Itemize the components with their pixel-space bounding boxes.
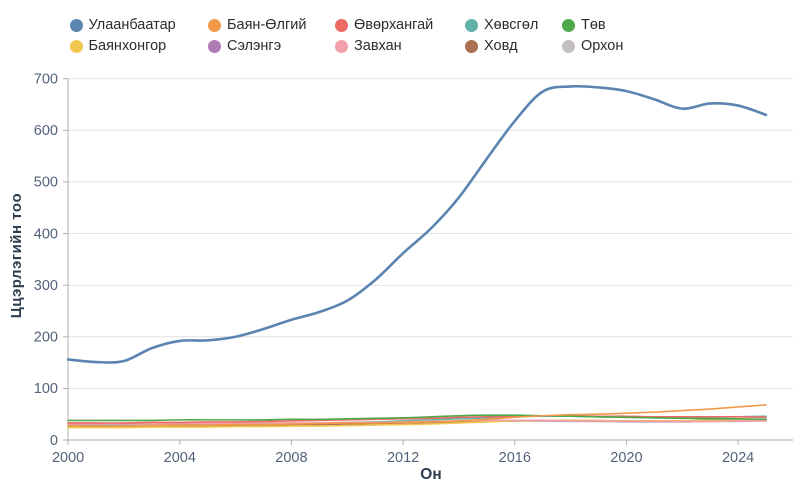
- svg-text:600: 600: [34, 123, 58, 139]
- svg-text:2024: 2024: [722, 450, 754, 466]
- svg-text:0: 0: [50, 433, 58, 449]
- svg-text:2008: 2008: [275, 450, 307, 466]
- svg-text:2000: 2000: [52, 450, 84, 466]
- svg-text:2004: 2004: [164, 450, 196, 466]
- svg-text:700: 700: [34, 72, 58, 88]
- svg-text:2016: 2016: [499, 450, 531, 466]
- svg-text:2012: 2012: [387, 450, 419, 466]
- svg-text:400: 400: [34, 226, 58, 242]
- svg-text:200: 200: [34, 330, 58, 346]
- svg-text:2020: 2020: [610, 450, 642, 466]
- svg-text:100: 100: [34, 381, 58, 397]
- svg-text:500: 500: [34, 175, 58, 191]
- svg-text:300: 300: [34, 278, 58, 294]
